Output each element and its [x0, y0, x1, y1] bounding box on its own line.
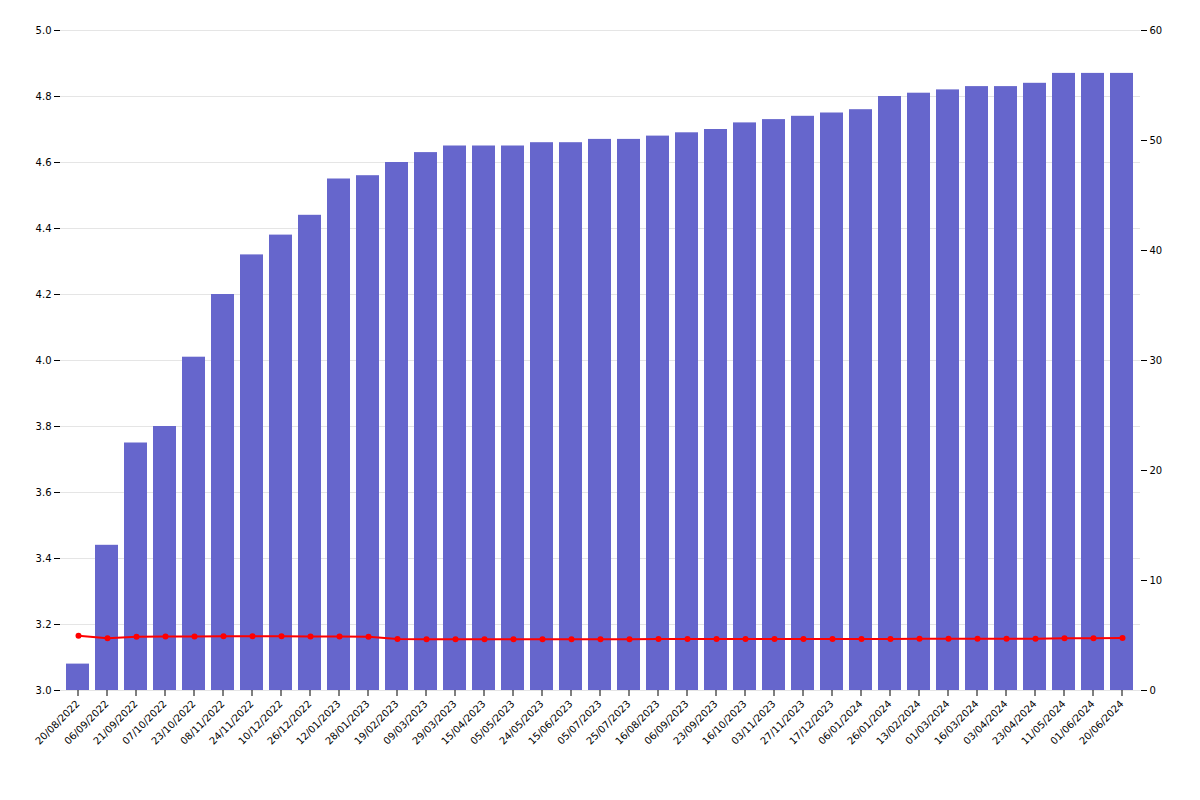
- svg-text:24/11/2022: 24/11/2022: [207, 698, 256, 747]
- svg-text:24/05/2023: 24/05/2023: [497, 698, 546, 747]
- svg-text:06/01/2024: 06/01/2024: [816, 698, 865, 747]
- svg-text:10: 10: [1150, 575, 1163, 586]
- svg-text:16/03/2024: 16/03/2024: [932, 698, 981, 747]
- svg-text:23/09/2023: 23/09/2023: [671, 698, 720, 747]
- svg-text:06/09/2022: 06/09/2022: [62, 698, 111, 747]
- svg-text:4.4: 4.4: [36, 223, 52, 234]
- svg-text:3.2: 3.2: [36, 619, 52, 630]
- svg-text:07/10/2022: 07/10/2022: [120, 698, 169, 747]
- svg-text:05/05/2023: 05/05/2023: [468, 698, 517, 747]
- svg-text:50: 50: [1150, 135, 1163, 146]
- svg-text:25/07/2023: 25/07/2023: [584, 698, 633, 747]
- svg-text:03/11/2023: 03/11/2023: [729, 698, 778, 747]
- svg-text:3.6: 3.6: [36, 487, 52, 498]
- svg-text:4.0: 4.0: [36, 355, 52, 366]
- svg-text:11/05/2024: 11/05/2024: [1019, 698, 1068, 747]
- svg-text:16/10/2023: 16/10/2023: [700, 698, 749, 747]
- svg-text:27/11/2023: 27/11/2023: [758, 698, 807, 747]
- svg-text:08/11/2022: 08/11/2022: [178, 698, 227, 747]
- svg-text:15/06/2023: 15/06/2023: [526, 698, 575, 747]
- svg-text:06/09/2023: 06/09/2023: [642, 698, 691, 747]
- svg-text:21/09/2022: 21/09/2022: [91, 698, 140, 747]
- svg-text:28/01/2023: 28/01/2023: [323, 698, 372, 747]
- svg-text:3.4: 3.4: [36, 553, 52, 564]
- svg-text:26/01/2024: 26/01/2024: [845, 698, 894, 747]
- svg-text:09/03/2023: 09/03/2023: [381, 698, 430, 747]
- svg-text:13/02/2024: 13/02/2024: [874, 698, 923, 747]
- svg-text:01/03/2024: 01/03/2024: [903, 698, 952, 747]
- svg-text:23/10/2022: 23/10/2022: [149, 698, 198, 747]
- svg-text:12/01/2023: 12/01/2023: [294, 698, 343, 747]
- svg-text:03/04/2024: 03/04/2024: [961, 698, 1010, 747]
- svg-text:15/04/2023: 15/04/2023: [439, 698, 488, 747]
- svg-text:3.8: 3.8: [36, 421, 52, 432]
- svg-text:4.8: 4.8: [36, 91, 52, 102]
- svg-text:60: 60: [1150, 25, 1163, 36]
- svg-text:10/12/2022: 10/12/2022: [236, 698, 285, 747]
- svg-text:29/03/2023: 29/03/2023: [410, 698, 459, 747]
- svg-text:4.6: 4.6: [36, 157, 52, 168]
- svg-text:01/06/2024: 01/06/2024: [1048, 698, 1097, 747]
- svg-text:3.0: 3.0: [36, 685, 52, 696]
- svg-text:30: 30: [1150, 355, 1163, 366]
- svg-text:20: 20: [1150, 465, 1163, 476]
- svg-text:40: 40: [1150, 245, 1163, 256]
- svg-text:0: 0: [1150, 685, 1156, 696]
- svg-text:20/08/2022: 20/08/2022: [33, 698, 82, 747]
- svg-text:05/07/2023: 05/07/2023: [555, 698, 604, 747]
- svg-text:26/12/2022: 26/12/2022: [265, 698, 314, 747]
- svg-text:19/02/2023: 19/02/2023: [352, 698, 401, 747]
- svg-text:5.0: 5.0: [36, 25, 52, 36]
- svg-text:23/04/2024: 23/04/2024: [990, 698, 1039, 747]
- svg-text:17/12/2023: 17/12/2023: [787, 698, 836, 747]
- svg-text:20/06/2024: 20/06/2024: [1077, 698, 1126, 747]
- svg-text:4.2: 4.2: [36, 289, 52, 300]
- svg-text:16/08/2023: 16/08/2023: [613, 698, 662, 747]
